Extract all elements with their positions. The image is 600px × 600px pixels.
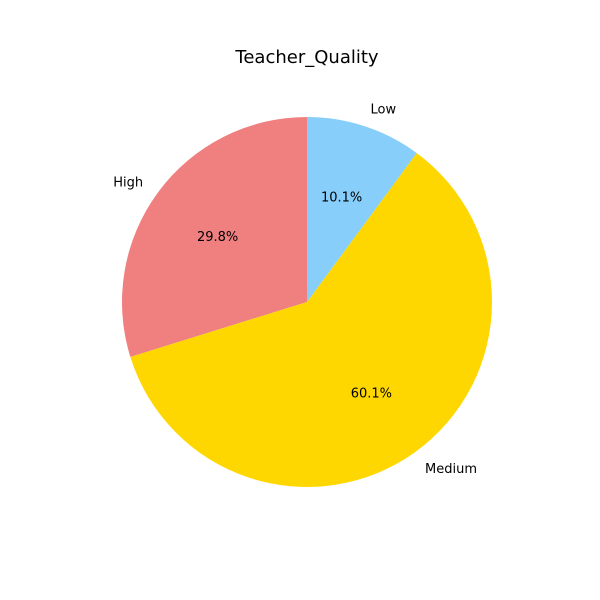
- slice-label-low: Low: [370, 103, 396, 118]
- pie-slice-low: [307, 117, 417, 302]
- pie-slice-high: [122, 117, 307, 357]
- pct-label-medium: 60.1%: [351, 386, 392, 401]
- chart-title: Teacher_Quality: [234, 47, 378, 68]
- pct-label-high: 29.8%: [197, 230, 238, 245]
- pie-slice-medium: [130, 153, 493, 488]
- pie-labels: High 29.8% Medium 60.1% Low 10.1%: [113, 103, 477, 477]
- pct-label-low: 10.1%: [321, 191, 362, 206]
- pie-slices: [122, 117, 493, 488]
- slice-label-medium: Medium: [425, 462, 477, 477]
- slice-label-high: High: [113, 175, 143, 190]
